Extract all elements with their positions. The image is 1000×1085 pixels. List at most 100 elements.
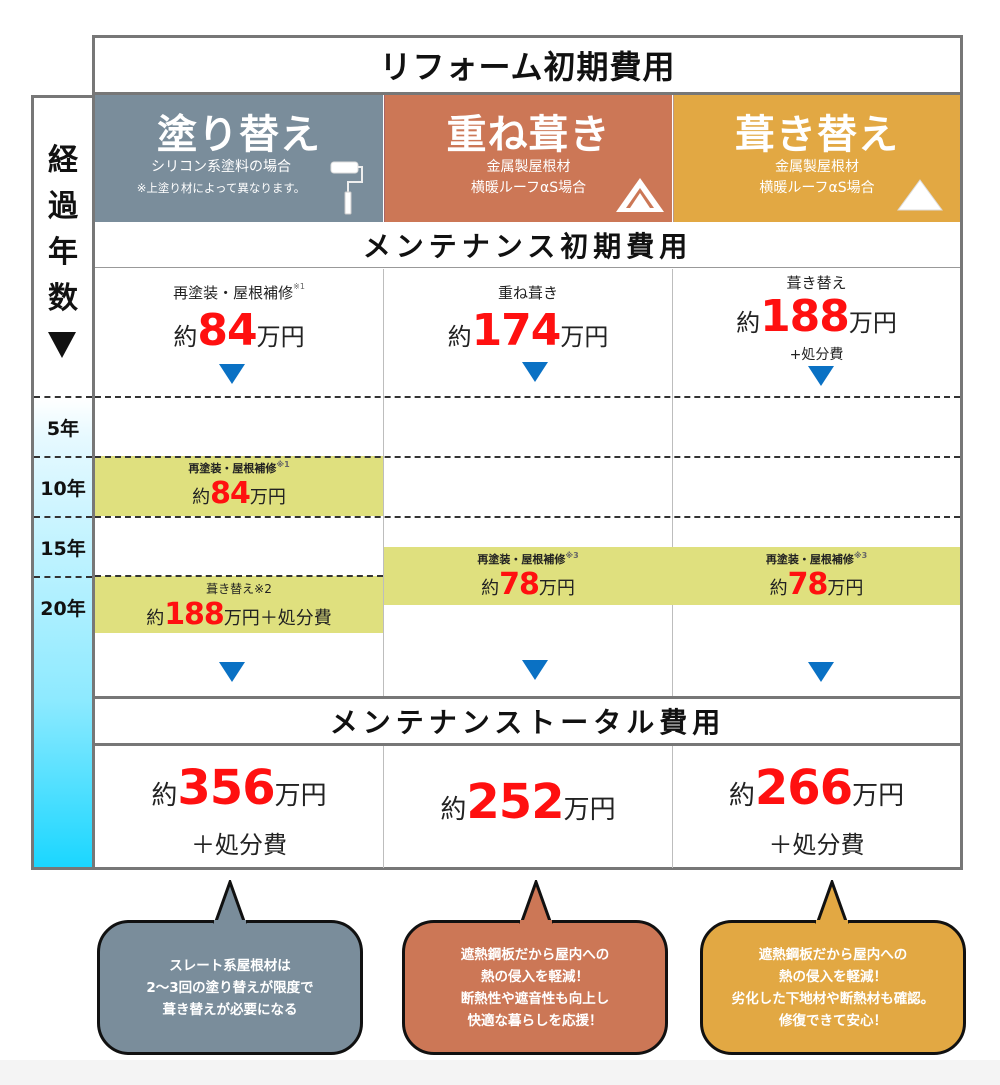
callout-line: 快適な暮らしを応援！ <box>467 1012 603 1029</box>
comparison-table-frame <box>92 35 963 870</box>
option-name: 葺き替え <box>735 112 899 158</box>
work-label: 再塗装・屋根補修 <box>188 462 277 475</box>
roof-icon <box>897 179 943 211</box>
callout-line: 葺き替えが必要になる <box>162 1001 298 1018</box>
approx-prefix: 約 <box>151 781 178 811</box>
roof-icon <box>616 178 664 212</box>
column-divider <box>672 269 673 697</box>
year-divider <box>34 396 92 398</box>
footnote-mark: ※1 <box>276 460 290 469</box>
down-arrow-icon <box>522 362 548 382</box>
page-footer-background <box>0 1060 1000 1085</box>
section-border <box>95 696 960 699</box>
cost-unit: 万円 <box>852 781 905 811</box>
work-label: 葺き替え※2 <box>206 582 272 596</box>
option-subtitle: 金属製屋根材 <box>486 159 571 175</box>
year-label-5: 5年 <box>46 418 80 440</box>
axis-label-char: 過 <box>48 189 78 224</box>
cost-unit: 万円 <box>249 487 286 508</box>
work-label: 再塗装・屋根補修 <box>765 553 854 566</box>
footnote-mark: ※3 <box>565 551 579 560</box>
approx-prefix: 約 <box>481 578 500 599</box>
timeline-highlight <box>384 547 960 605</box>
callout-pointer <box>519 880 553 924</box>
year-divider <box>95 456 960 458</box>
initial-cost-repaint: 再塗装・屋根補修※1 約84万円 <box>95 282 383 356</box>
year-divider <box>95 516 960 518</box>
column-divider <box>383 746 384 868</box>
timeline-highlight <box>95 456 383 516</box>
cost-amount: 84 <box>210 476 251 511</box>
initial-cost-reroof: 葺き替え 約188万円 +処分費 <box>673 272 960 364</box>
callout-line: 熱の侵入を軽減！ <box>779 968 887 985</box>
total-cost-overlay: 約252万円 <box>384 776 672 839</box>
approx-prefix: 約 <box>173 323 198 351</box>
approx-prefix: 約 <box>728 781 755 811</box>
initial-cost-overlay: 重ね葺き 約174万円 <box>384 282 672 356</box>
callout-line: 熱の侵入を軽減！ <box>481 968 589 985</box>
table-title: リフォーム初期費用 <box>95 38 960 95</box>
down-arrow-icon <box>219 662 245 682</box>
approx-prefix: 約 <box>146 608 165 629</box>
cost-amount: 266 <box>754 760 853 816</box>
cost-unit: 万円 <box>560 323 609 351</box>
cost-amount: 78 <box>787 567 829 602</box>
callout-pointer <box>213 880 247 924</box>
callout-line: 断熱性や遮音性も向上し <box>460 990 610 1007</box>
down-arrow-icon <box>808 662 834 682</box>
cost-amount: 252 <box>466 774 564 830</box>
option-subtitle: 金属製屋根材 <box>775 159 859 175</box>
timeline-item-overlay-repair: 再塗装・屋根補修※3 約78万円 <box>384 551 672 602</box>
cost-unit: 万円 <box>223 608 260 629</box>
callout-line: 修復できて安心！ <box>779 1012 887 1029</box>
axis-label-char: 数 <box>48 281 78 316</box>
years-axis-column <box>31 95 95 870</box>
option-header-repaint: 塗り替え シリコン系塗料の場合 ※上塗り材によって異なります。 <box>95 95 383 222</box>
axis-label-char: 経 <box>48 143 78 178</box>
year-label-15: 15年 <box>40 538 86 560</box>
cost-amount: 174 <box>471 305 562 356</box>
year-label-20: 20年 <box>40 598 86 620</box>
callout-bubble-overlay: 遮熱鋼板だから屋内への 熱の侵入を軽減！ 断熱性や遮音性も向上し 快適な暮らしを… <box>402 920 668 1055</box>
disposal-fee-note: +処分費 <box>789 347 844 363</box>
approx-prefix: 約 <box>440 795 467 825</box>
disposal-fee-note: ＋処分費 <box>259 608 332 629</box>
down-arrow-icon <box>219 364 245 384</box>
year-divider <box>95 575 383 577</box>
work-label: 葺き替え <box>786 274 847 292</box>
cost-unit: 万円 <box>274 781 327 811</box>
cost-amount: 188 <box>760 291 850 342</box>
work-label: 重ね葺き <box>497 284 558 302</box>
option-note: 横暖ルーフαS場合 <box>470 180 587 196</box>
year-divider <box>34 456 92 458</box>
maintenance-total-heading: メンテナンストータル費用 <box>329 706 726 739</box>
option-header-overlay: 重ね葺き 金属製屋根材 横暖ルーフαS場合 <box>384 95 672 222</box>
cost-amount: 84 <box>197 305 257 356</box>
axis-label-char: 年 <box>48 235 78 270</box>
option-name: 重ね葺き <box>446 112 611 158</box>
option-subtitle: シリコン系塗料の場合 <box>151 159 291 175</box>
callout-bubble-reroof: 遮熱鋼板だから屋内への 熱の侵入を軽減！ 劣化した下地材や断熱材も確認。 修復で… <box>700 920 966 1055</box>
work-label: 再塗装・屋根補修 <box>173 284 294 302</box>
option-note: ※上塗り材によって異なります。 <box>136 181 306 195</box>
maintenance-initial-heading: メンテナンス初期費用 <box>95 222 960 268</box>
option-note: 横暖ルーフαS場合 <box>759 180 875 196</box>
total-cost-reroof: 約266万円 ＋処分費 <box>673 762 960 860</box>
work-label: 再塗装・屋根補修 <box>477 553 566 566</box>
year-label-10: 10年 <box>40 478 86 500</box>
year-divider <box>34 576 92 578</box>
callout-pointer <box>815 880 849 924</box>
footnote-mark: ※1 <box>293 282 305 291</box>
down-arrow-icon <box>522 660 548 680</box>
cost-unit: 万円 <box>538 578 575 599</box>
option-name: 塗り替え <box>157 112 321 158</box>
callout-line: 劣化した下地材や断熱材も確認。 <box>731 990 935 1007</box>
cost-amount: 356 <box>177 760 275 816</box>
callout-bubble-repaint: スレート系屋根材は 2～3回の塗り替えが限度で 葺き替えが必要になる <box>97 920 363 1055</box>
cost-unit: 万円 <box>256 323 305 351</box>
year-divider <box>34 516 92 518</box>
timeline-item-reroof-repair: 再塗装・屋根補修※3 約78万円 <box>673 551 960 602</box>
timeline-item-repaint-10y: 再塗装・屋根補修※1 約84万円 <box>95 460 383 511</box>
callout-line: 2～3回の塗り替えが限度で <box>146 979 314 996</box>
down-arrow-icon <box>808 366 834 386</box>
